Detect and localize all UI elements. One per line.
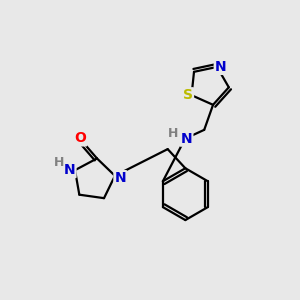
Text: N: N: [181, 132, 192, 146]
Text: N: N: [215, 60, 226, 74]
Text: O: O: [74, 131, 86, 146]
Text: N: N: [64, 163, 76, 177]
Text: N: N: [114, 171, 126, 185]
Text: H: H: [54, 156, 64, 169]
Text: S: S: [183, 88, 193, 102]
Text: H: H: [167, 127, 178, 140]
